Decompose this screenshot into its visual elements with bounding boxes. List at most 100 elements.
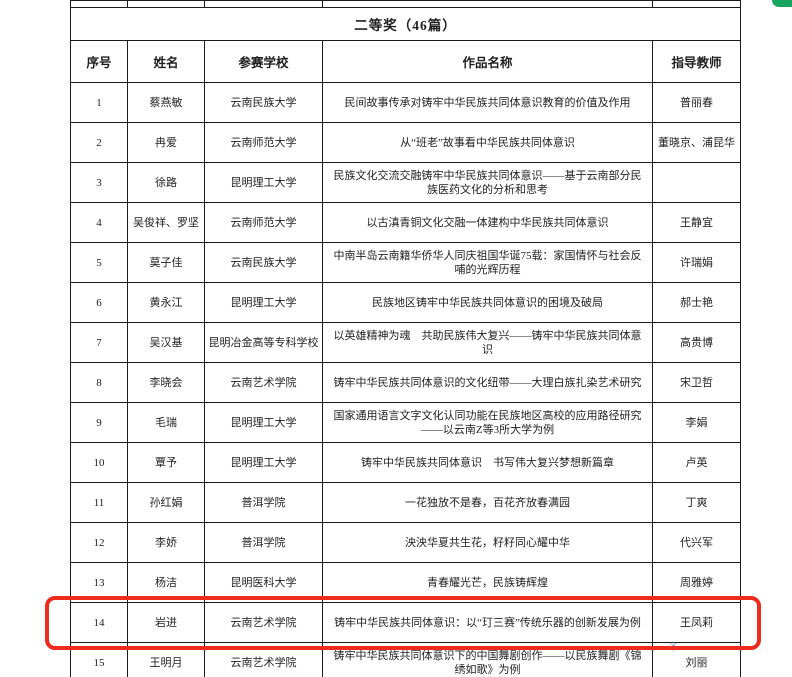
cell-school: 昆明理工大学	[204, 282, 323, 323]
tier-heading: 二等奖（46篇）	[70, 7, 741, 41]
cell-teacher: 普丽春	[652, 82, 741, 123]
cell-name: 李晓会	[127, 362, 205, 403]
cell-school: 云南师范大学	[204, 122, 323, 163]
table-header-row: 序号 姓名 参赛学校 作品名称 指导教师	[70, 40, 741, 83]
cell-school: 云南师范大学	[204, 202, 323, 243]
cell-title: 民族文化交流交融铸牢中华民族共同体意识——基于云南部分民族医药文化的分析和思考	[322, 162, 653, 203]
cell-title: 民族地区铸牢中华民族共同体意识的困境及破局	[322, 282, 653, 323]
cell-title: 以英雄精神为魂 共助民族伟大复兴——铸牢中华民族共同体意识	[322, 322, 653, 363]
cell-title: 以古滇青铜文化交融一体建构中华民族共同体意识	[322, 202, 653, 243]
cell-name: 蔡燕敏	[127, 82, 205, 123]
cell-teacher: 代兴军	[652, 522, 741, 563]
partial-cell	[652, 0, 741, 8]
cell-no: 8	[70, 362, 128, 403]
cell-teacher: 许瑞娟	[652, 242, 741, 283]
cell-name: 杨洁	[127, 562, 205, 603]
cell-teacher: 郝士艳	[652, 282, 741, 323]
cell-name: 莫子佳	[127, 242, 205, 283]
partial-cell	[204, 0, 323, 8]
cell-name: 毛瑞	[127, 402, 205, 443]
table-row: 11 孙红娟 普洱学院 一花独放不是春，百花齐放春满园 丁爽	[70, 482, 741, 523]
cell-teacher: 宋卫哲	[652, 362, 741, 403]
cell-title: 泱泱华夏共生花，籽籽同心耀中华	[322, 522, 653, 563]
cell-no: 1	[70, 82, 128, 123]
cell-school: 云南民族大学	[204, 242, 323, 283]
table-row: 5 莫子佳 云南民族大学 中南半岛云南籍华侨华人同庆祖国华诞75载：家国情怀与社会反哺…	[70, 242, 741, 283]
award-table: 二等奖（46篇） 序号 姓名 参赛学校 作品名称 指导教师 1 蔡燕敏 云南民族大学…	[70, 0, 741, 677]
cell-no: 3	[70, 162, 128, 203]
cell-school: 云南艺术学院	[204, 602, 323, 643]
cell-name: 徐路	[127, 162, 205, 203]
table-row: 9 毛瑞 昆明理工大学 国家通用语言文字文化认同功能在民族地区高校的应用路径研究——以…	[70, 402, 741, 443]
table-row: 8 李晓会 云南艺术学院 铸牢中华民族共同体意识的文化纽带——大理白族扎染艺术研究 宋卫…	[70, 362, 741, 403]
table-row: 4 吴俊祥、罗坚 云南师范大学 以古滇青铜文化交融一体建构中华民族共同体意识 王静宜	[70, 202, 741, 243]
table-row: 2 冉爱 云南师范大学 从“班老”故事看中华民族共同体意识 董晓京、浦昆华	[70, 122, 741, 163]
cell-title: 中南半岛云南籍华侨华人同庆祖国华诞75载：家国情怀与社会反哺的光辉历程	[322, 242, 653, 283]
cell-no: 10	[70, 442, 128, 483]
cell-no: 9	[70, 402, 128, 443]
partial-row-top	[70, 0, 741, 8]
cell-title: 铸牢中华民族共同体意识 书写伟大复兴梦想新篇章	[322, 442, 653, 483]
cell-no: 4	[70, 202, 128, 243]
partial-cell	[127, 0, 205, 8]
cell-teacher: 高贵博	[652, 322, 741, 363]
cell-teacher: 董晓京、浦昆华	[652, 122, 741, 163]
award-table-wrap: 二等奖（46篇） 序号 姓名 参赛学校 作品名称 指导教师 1 蔡燕敏 云南民族大学…	[70, 0, 742, 677]
table-row: 13 杨洁 昆明医科大学 青春耀光芒，民族铸辉煌 周雅婷	[70, 562, 741, 603]
cell-no: 13	[70, 562, 128, 603]
cell-no: 14	[70, 602, 128, 643]
cell-no: 11	[70, 482, 128, 523]
cell-teacher: 周雅婷	[652, 562, 741, 603]
cell-no: 2	[70, 122, 128, 163]
column-header-school: 参赛学校	[204, 40, 323, 83]
cell-teacher	[652, 162, 741, 203]
cell-title: 铸牢中华民族共同体意识：以“玎三赛”传统乐器的创新发展为例	[322, 602, 653, 643]
table-row: 7 吴汉基 昆明冶金高等专科学校 以英雄精神为魂 共助民族伟大复兴——铸牢中华民族共同…	[70, 322, 741, 363]
cell-no: 12	[70, 522, 128, 563]
column-header-no: 序号	[70, 40, 128, 83]
cell-school: 云南艺术学院	[204, 362, 323, 403]
cell-school: 昆明理工大学	[204, 162, 323, 203]
cell-title: 从“班老”故事看中华民族共同体意识	[322, 122, 653, 163]
cell-school: 云南民族大学	[204, 82, 323, 123]
cell-teacher: 卢英	[652, 442, 741, 483]
cell-school: 昆明理工大学	[204, 402, 323, 443]
cell-no: 6	[70, 282, 128, 323]
cell-name: 吴汉基	[127, 322, 205, 363]
cell-name: 李娇	[127, 522, 205, 563]
table-row: 12 李娇 普洱学院 泱泱华夏共生花，籽籽同心耀中华 代兴军	[70, 522, 741, 563]
cell-title: 民间故事传承对铸牢中华民族共同体意识教育的价值及作用	[322, 82, 653, 123]
cell-teacher: 王静宜	[652, 202, 741, 243]
cell-teacher: 李娟	[652, 402, 741, 443]
tier-heading-row: 二等奖（46篇）	[70, 7, 741, 41]
anchor-asterisk-icon: ✳	[668, 640, 679, 655]
cell-title: 一花独放不是春，百花齐放春满园	[322, 482, 653, 523]
cell-no: 15	[70, 642, 128, 677]
cell-name: 王明月	[127, 642, 205, 677]
partial-cell	[70, 0, 128, 8]
table-row: 14 岩进 云南艺术学院 铸牢中华民族共同体意识：以“玎三赛”传统乐器的创新发展为例王…	[70, 602, 741, 643]
cell-school: 云南艺术学院	[204, 642, 323, 677]
cell-school: 昆明医科大学	[204, 562, 323, 603]
table-row: 6 黄永江 昆明理工大学 民族地区铸牢中华民族共同体意识的困境及破局 郝士艳	[70, 282, 741, 323]
column-header-name: 姓名	[127, 40, 205, 83]
table-row: 15 王明月 云南艺术学院 铸牢中华民族共同体意识下的中国舞剧创作——以民族舞剧《锦绣…	[70, 642, 741, 677]
cell-school: 昆明理工大学	[204, 442, 323, 483]
cell-school: 昆明冶金高等专科学校	[204, 322, 323, 363]
cell-no: 7	[70, 322, 128, 363]
cell-teacher: 王凤莉	[652, 602, 741, 643]
cell-name: 冉爱	[127, 122, 205, 163]
table-row: 3 徐路 昆明理工大学 民族文化交流交融铸牢中华民族共同体意识——基于云南部分民族医药…	[70, 162, 741, 203]
cell-name: 岩进	[127, 602, 205, 643]
table-row: 1 蔡燕敏 云南民族大学 民间故事传承对铸牢中华民族共同体意识教育的价值及作用 普丽春	[70, 82, 741, 123]
cell-school: 普洱学院	[204, 482, 323, 523]
column-header-title: 作品名称	[322, 40, 653, 83]
table-row: 10 覃予 昆明理工大学 铸牢中华民族共同体意识 书写伟大复兴梦想新篇章 卢英	[70, 442, 741, 483]
cell-teacher: 刘丽	[652, 642, 741, 677]
cell-school: 普洱学院	[204, 522, 323, 563]
cell-teacher: 丁爽	[652, 482, 741, 523]
cell-name: 孙红娟	[127, 482, 205, 523]
cell-title: 铸牢中华民族共同体意识的文化纽带——大理白族扎染艺术研究	[322, 362, 653, 403]
partial-cell	[322, 0, 653, 8]
